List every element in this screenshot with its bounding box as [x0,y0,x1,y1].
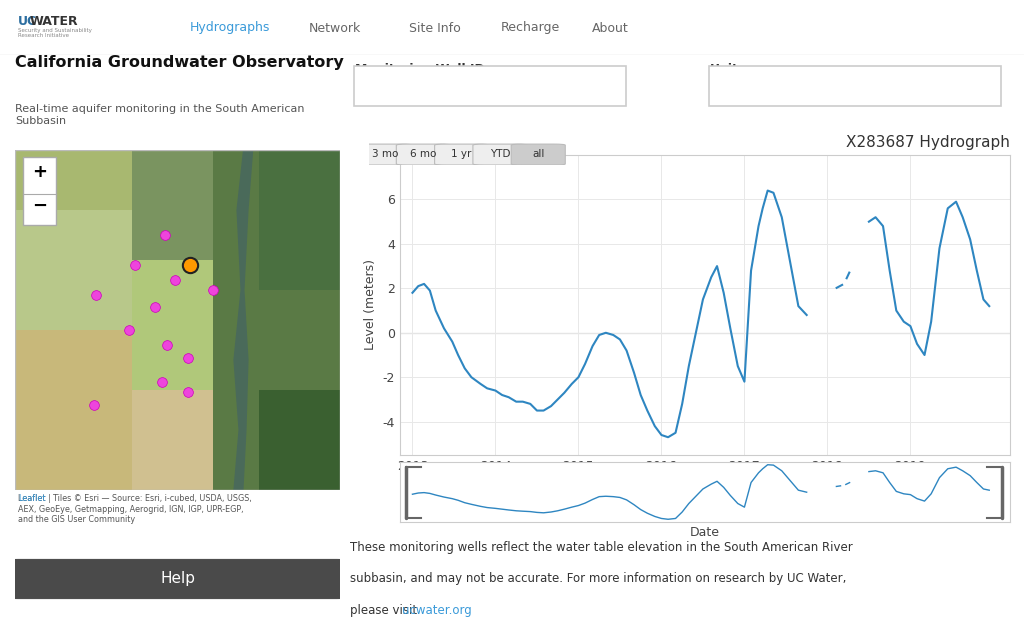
Text: please visit: please visit [350,604,421,617]
Bar [15,210,132,330]
Text: ▼: ▼ [609,78,618,88]
Y-axis label: Level (meters): Level (meters) [365,259,377,351]
Text: Research Initiative: Research Initiative [18,33,69,38]
Text: Network: Network [309,22,361,34]
Bar [213,145,340,490]
FancyBboxPatch shape [434,144,488,165]
Text: UC: UC [18,15,37,28]
Text: ▼: ▼ [984,78,993,88]
FancyBboxPatch shape [358,144,412,165]
Text: YTD: YTD [489,148,510,158]
Text: Recharge: Recharge [501,22,560,34]
Bar [259,145,340,290]
Text: 3 mo: 3 mo [372,148,398,158]
Text: Real-time aquifer monitoring in the South American
Subbasin: Real-time aquifer monitoring in the Sout… [15,105,304,126]
Text: WATER: WATER [30,15,79,28]
Text: −: − [32,197,47,215]
Bar [132,260,213,390]
FancyBboxPatch shape [396,144,451,165]
Text: ucwater.org: ucwater.org [401,604,472,617]
FancyBboxPatch shape [473,144,527,165]
Text: Security and Sustainability: Security and Sustainability [18,28,92,33]
Bar [132,390,213,490]
Text: Site Info: Site Info [410,22,461,34]
Text: About: About [592,22,629,34]
Polygon shape [233,145,254,490]
FancyBboxPatch shape [24,157,55,225]
Text: Leaflet: Leaflet [18,495,46,503]
Text: Hydrographs: Hydrographs [189,22,270,34]
FancyBboxPatch shape [709,66,1001,106]
Bar [15,145,132,210]
Bar [15,330,132,490]
Text: Leaflet | Tiles © Esri — Source: Esri, i-cubed, USDA, USGS,
AEX, GeoEye, Getmapp: Leaflet | Tiles © Esri — Source: Esri, i… [18,495,252,524]
Text: +: + [32,163,47,181]
Text: Help: Help [160,571,195,586]
Text: 1 yr: 1 yr [452,148,472,158]
Text: Monitoring Well ID: Monitoring Well ID [355,63,484,76]
Text: California Groundwater Observatory: California Groundwater Observatory [15,55,344,70]
Text: Date: Date [690,526,720,539]
Text: subbasin, and may not be accurate. For more information on research by UC Water,: subbasin, and may not be accurate. For m… [350,573,847,585]
Text: X283687 Hydrograph: X283687 Hydrograph [846,134,1010,150]
Text: These monitoring wells reflect the water table elevation in the South American R: These monitoring wells reflect the water… [350,541,853,554]
Text: meters: meters [720,77,764,89]
Text: Units: Units [710,63,746,76]
FancyBboxPatch shape [354,66,626,106]
Text: all: all [532,148,545,158]
Text: 6 mo: 6 mo [411,148,436,158]
Text: X283687: X283687 [364,77,420,89]
FancyBboxPatch shape [11,559,343,598]
FancyBboxPatch shape [511,144,565,165]
Bar [259,390,340,490]
